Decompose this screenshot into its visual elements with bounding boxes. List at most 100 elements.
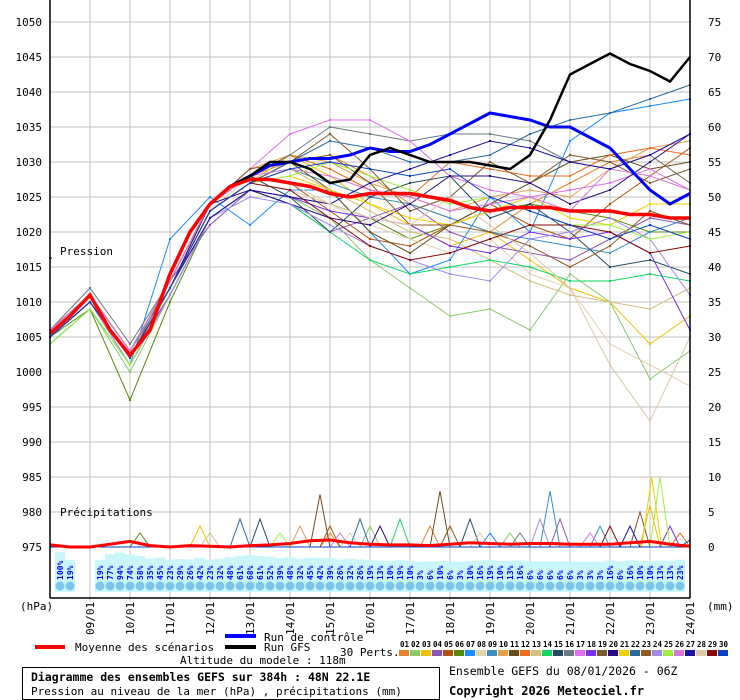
member-legend-number: 10 bbox=[499, 640, 509, 649]
member-19-point bbox=[609, 161, 611, 163]
snow-icon bbox=[245, 581, 255, 591]
member-25-point bbox=[369, 175, 371, 177]
snow-prob-label: 74% bbox=[126, 565, 135, 580]
snow-prob-label: 6% bbox=[536, 570, 545, 580]
snow-prob-label: 39% bbox=[326, 565, 335, 580]
member-13-point bbox=[409, 231, 411, 233]
member-legend-swatch bbox=[498, 650, 508, 656]
member-29-point bbox=[609, 231, 611, 233]
member-25-point bbox=[89, 308, 91, 310]
member-25-point bbox=[129, 364, 131, 366]
member-08-point bbox=[609, 343, 611, 345]
member-23-point bbox=[249, 168, 251, 170]
snow-prob-label: 10% bbox=[496, 565, 505, 580]
y-tick-left: 995 bbox=[22, 401, 42, 414]
member-07-point bbox=[649, 105, 651, 107]
member-30-point bbox=[449, 168, 451, 170]
y-tick-right: 25 bbox=[708, 366, 721, 379]
x-date-label: 19/01 bbox=[484, 602, 497, 635]
x-date-label: 15/01 bbox=[324, 602, 337, 635]
member-23-point bbox=[329, 154, 331, 156]
snow-icon bbox=[375, 581, 385, 591]
snow-prob-bar bbox=[205, 559, 215, 592]
legend: Moyenne des scénarios Run de contrôle Ru… bbox=[35, 631, 729, 667]
member-12-point bbox=[329, 168, 331, 170]
snow-prob-label: 13% bbox=[666, 565, 675, 580]
snow-prob-label: 23% bbox=[676, 565, 685, 580]
snow-prob-label: 10% bbox=[436, 565, 445, 580]
member-legend-swatch bbox=[707, 650, 717, 656]
mean-precip-line bbox=[49, 538, 691, 549]
member-13-point bbox=[449, 238, 451, 240]
member-legend-swatch bbox=[410, 650, 420, 656]
member-17-point bbox=[489, 189, 491, 191]
run-info: Ensemble GEFS du 08/01/2026 - 06Z bbox=[449, 664, 678, 678]
y-tick-left: 1015 bbox=[16, 261, 43, 274]
snow-prob-bar bbox=[415, 561, 425, 592]
member-24-point bbox=[169, 294, 171, 296]
snow-prob-label: 3% bbox=[576, 570, 585, 580]
snow-prob-label: 6% bbox=[446, 570, 455, 580]
member-23-point bbox=[529, 245, 531, 247]
snow-icon bbox=[155, 581, 165, 591]
member-13-point bbox=[569, 294, 571, 296]
member-26-point bbox=[369, 189, 371, 191]
snow-prob-label: 45% bbox=[306, 565, 315, 580]
snow-prob-label: 26% bbox=[336, 565, 345, 580]
member-legend-swatch bbox=[465, 650, 475, 656]
member-30-point bbox=[649, 224, 651, 226]
snow-prob-bar bbox=[585, 561, 595, 592]
member-20-point bbox=[369, 224, 371, 226]
member-17-point bbox=[569, 189, 571, 191]
snow-prob-bar bbox=[505, 560, 515, 592]
snow-prob-label: 16% bbox=[606, 565, 615, 580]
member-legend-number: 14 bbox=[543, 640, 553, 649]
legend-gfs-swatch bbox=[225, 645, 256, 649]
member-legend-swatch bbox=[685, 650, 695, 656]
snow-prob-bar bbox=[245, 555, 255, 592]
member-12-point bbox=[569, 175, 571, 177]
snow-icon bbox=[235, 581, 245, 591]
snow-icon bbox=[175, 581, 185, 591]
member-22-point bbox=[569, 119, 571, 121]
y-tick-left: 985 bbox=[22, 471, 42, 484]
member-19-point bbox=[649, 182, 651, 184]
member-legend-swatch bbox=[597, 650, 607, 656]
member-legend-number: 08 bbox=[477, 640, 487, 649]
snow-prob-bar bbox=[675, 559, 685, 592]
member-legend-swatch bbox=[586, 650, 596, 656]
y-tick-left: 990 bbox=[22, 436, 42, 449]
member-24-point bbox=[529, 238, 531, 240]
member-24-point bbox=[449, 273, 451, 275]
member-09-point bbox=[609, 252, 611, 254]
member-20-point bbox=[529, 182, 531, 184]
snow-icon bbox=[635, 581, 645, 591]
snow-icon bbox=[605, 581, 615, 591]
member-legend-swatch bbox=[531, 650, 541, 656]
member-09-point bbox=[569, 245, 571, 247]
snow-prob-bar bbox=[575, 561, 585, 592]
member-legend-number: 22 bbox=[631, 640, 640, 649]
member-15-point bbox=[649, 259, 651, 261]
snow-prob-label: 6% bbox=[526, 570, 535, 580]
snow-prob-bar bbox=[55, 552, 65, 592]
snow-icon bbox=[645, 581, 655, 591]
member-02-point bbox=[129, 371, 131, 373]
y-tick-right: 70 bbox=[708, 51, 721, 64]
member-19-point bbox=[489, 161, 491, 163]
member-30-point bbox=[89, 301, 91, 303]
snow-icon bbox=[625, 581, 635, 591]
member-30-point bbox=[329, 161, 331, 163]
snow-prob-bar bbox=[225, 557, 235, 592]
main-series bbox=[48, 52, 691, 549]
y-tick-right: 65 bbox=[708, 86, 721, 99]
member-05-point bbox=[409, 245, 411, 247]
y-tick-left: 1005 bbox=[16, 331, 43, 344]
snow-icon bbox=[255, 581, 265, 591]
member-29-point bbox=[649, 252, 651, 254]
snow-prob-bar bbox=[145, 558, 155, 592]
y-tick-right: 45 bbox=[708, 226, 721, 239]
snow-icon bbox=[325, 581, 335, 591]
snow-icon bbox=[295, 581, 305, 591]
member-28-point bbox=[329, 203, 331, 205]
